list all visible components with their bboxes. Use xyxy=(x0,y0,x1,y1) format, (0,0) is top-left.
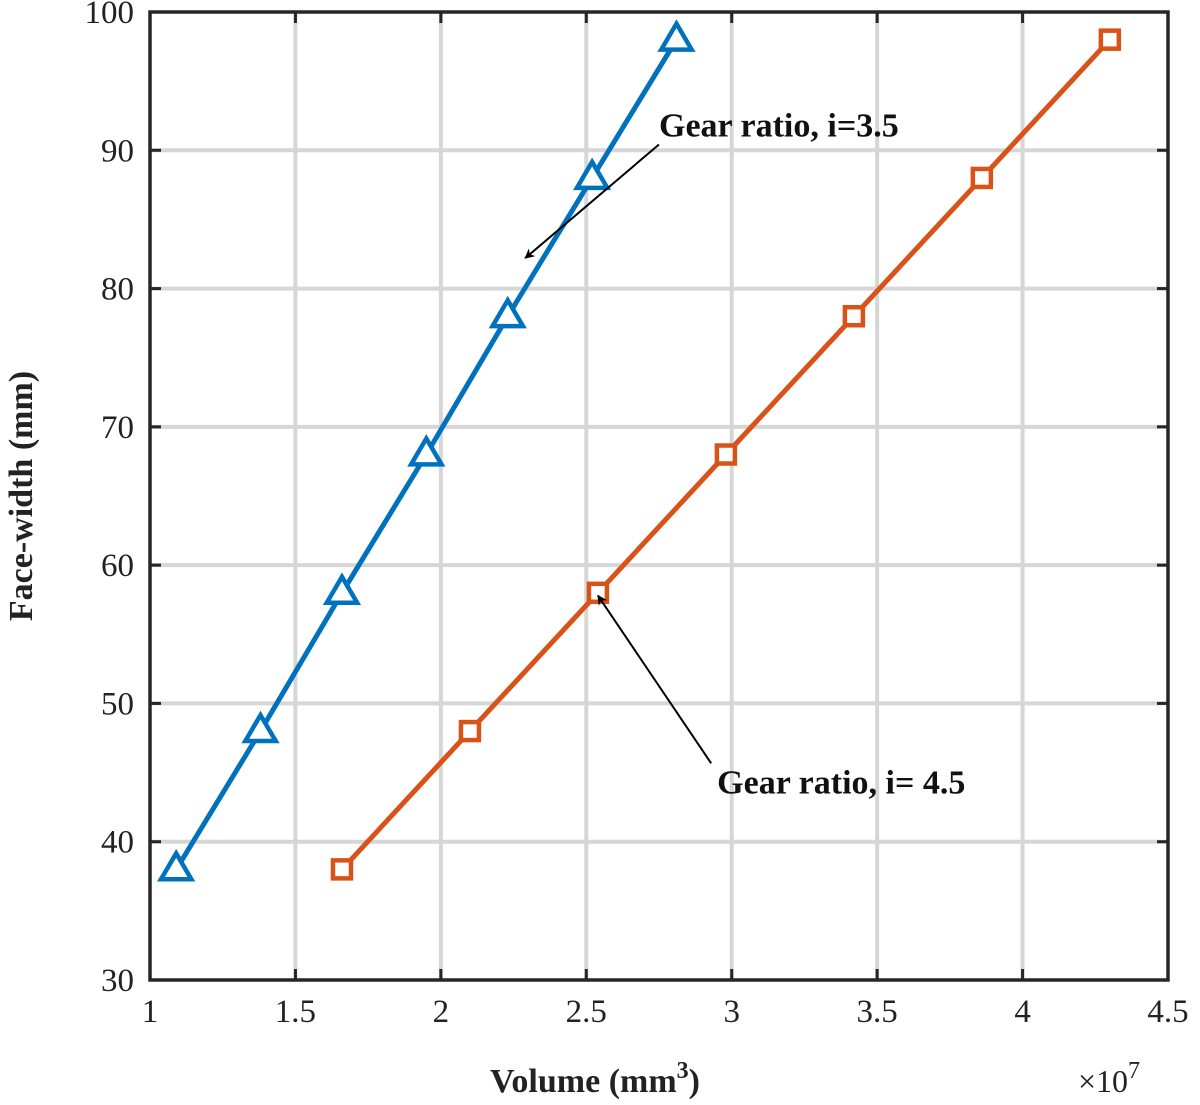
x-exponent-label: ×107 xyxy=(1078,1058,1140,1099)
x-tick-label: 2 xyxy=(433,994,450,1030)
annotation-arrow xyxy=(524,143,660,259)
plot-frame xyxy=(148,10,1170,982)
data-point-triangle xyxy=(488,295,527,329)
annotation-text: Gear ratio, i=3.5 xyxy=(659,107,899,144)
y-tick-label: 100 xyxy=(85,0,135,31)
y-tick-label: 90 xyxy=(101,133,134,169)
data-point-square xyxy=(714,443,738,466)
x-tick-label: 4 xyxy=(1014,994,1031,1030)
data-point-triangle xyxy=(407,434,446,467)
data-point-triangle xyxy=(322,572,362,605)
x-axis-title-superscript: 3 xyxy=(677,1058,689,1084)
annotation-1: Gear ratio, i=3.5 xyxy=(524,107,899,259)
data-point-square xyxy=(586,581,610,605)
x-tick-label: 1.5 xyxy=(275,994,316,1030)
data-point-triangle xyxy=(657,19,696,52)
x-tick-label: 4.5 xyxy=(1147,994,1188,1030)
annotation-arrow xyxy=(597,594,713,764)
data-point-square xyxy=(330,858,354,881)
y-tick-label: 50 xyxy=(101,686,134,722)
data-point-triangle xyxy=(157,848,196,882)
x-tick-label: 3 xyxy=(723,994,740,1030)
y-tick-label: 80 xyxy=(101,272,134,308)
data-point-square xyxy=(458,719,482,743)
data-point-triangle xyxy=(572,157,612,191)
annotation-text: Gear ratio, i= 4.5 xyxy=(717,764,965,801)
x-exponent-power: 7 xyxy=(1128,1058,1140,1084)
plot-background xyxy=(150,12,1168,980)
x-tick-label: 1 xyxy=(142,994,159,1030)
x-tick-label: 2.5 xyxy=(566,994,607,1030)
y-tick-label: 70 xyxy=(101,410,134,446)
x-axis-title: Volume (mm3) xyxy=(490,1058,700,1100)
x-tick-label: 3.5 xyxy=(857,994,898,1030)
y-tick-label: 40 xyxy=(101,825,134,861)
data-point-triangle xyxy=(241,710,280,744)
annotations: Gear ratio, i=3.5 Gear ratio, i= 4.5 xyxy=(524,107,965,801)
y-tick-label: 60 xyxy=(101,548,134,584)
series-group xyxy=(157,19,1122,882)
data-point-square xyxy=(842,304,866,328)
x-axis-title-tail: ) xyxy=(689,1063,700,1100)
series-2 xyxy=(330,28,1122,881)
data-point-square xyxy=(970,166,994,190)
annotation-2: Gear ratio, i= 4.5 xyxy=(597,594,965,801)
y-axis-title: Face-width (mm) xyxy=(3,371,40,621)
series-1 xyxy=(157,19,696,882)
ticks: 1 1.5 2 2.5 3 3.5 4 4.5 30 40 50 60 70 80 90 100 xyxy=(85,0,1189,1030)
y-tick-label: 30 xyxy=(101,963,134,999)
data-point-square xyxy=(1098,28,1122,51)
